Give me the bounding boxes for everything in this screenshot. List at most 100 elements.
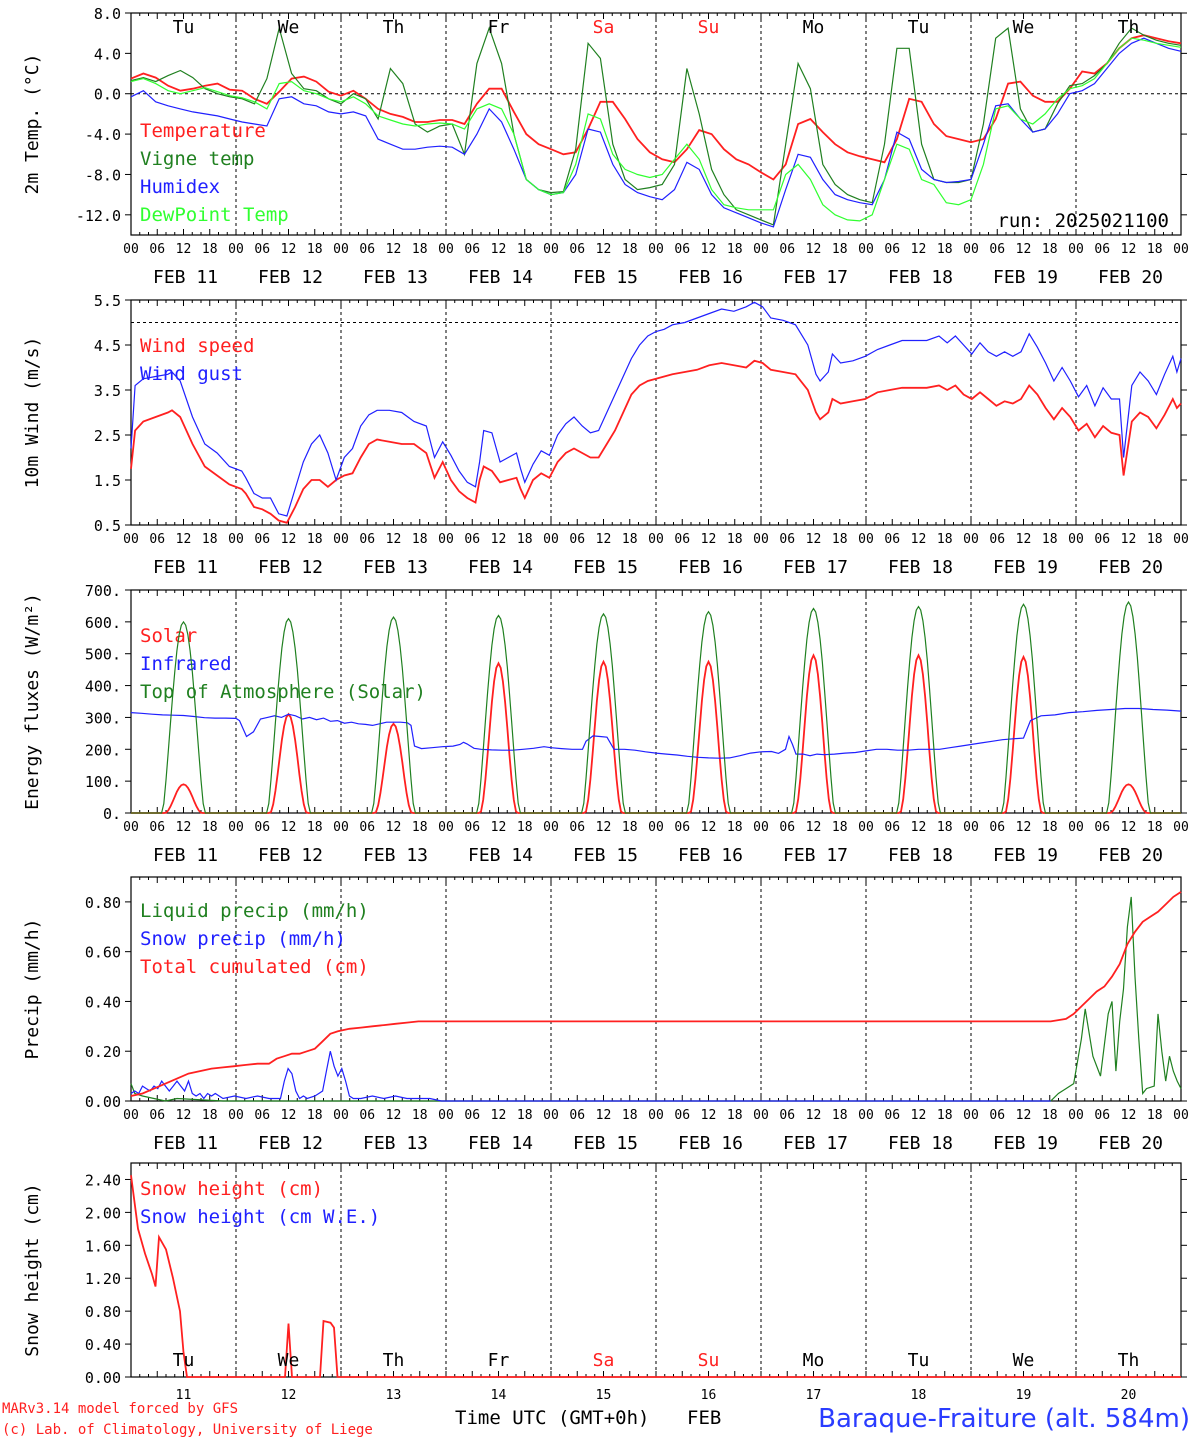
x-date-label: FEB 11 — [153, 845, 218, 866]
x-hour-label: 06 — [149, 1108, 165, 1123]
y-tick-label: 3.5 — [94, 382, 121, 400]
x-hour-label: 06 — [254, 532, 270, 547]
x-date-label: FEB 11 — [153, 557, 218, 578]
x-hour-label: 00 — [858, 820, 874, 835]
x-date-label: FEB 20 — [1098, 845, 1163, 866]
x-hour-label: 06 — [149, 242, 165, 257]
x-hour-label: 00 — [543, 820, 559, 835]
x-hour-label: 12 — [281, 532, 297, 547]
day-number-label: 18 — [911, 1388, 927, 1403]
y-tick-label: 2.5 — [94, 427, 121, 445]
x-hour-label: 00 — [963, 532, 979, 547]
day-number-label: 12 — [281, 1388, 297, 1403]
x-hour-label: 06 — [254, 1108, 270, 1123]
x-hour-label: 06 — [359, 532, 375, 547]
x-hour-label: 12 — [596, 1108, 612, 1123]
y-tick-label: 0.80 — [85, 894, 121, 912]
x-hour-label: 18 — [832, 1108, 848, 1123]
y-tick-label: 0.80 — [85, 1303, 121, 1321]
x-hour-label: 06 — [1094, 532, 1110, 547]
series-line-infrared — [130, 707, 1182, 759]
y-axis-title: 2m Temp. (°C) — [22, 54, 43, 195]
y-tick-label: 400. — [85, 678, 121, 696]
x-hour-label: 12 — [911, 820, 927, 835]
y-tick-label: 0.0 — [94, 86, 121, 104]
y-tick-label: 1.60 — [85, 1237, 121, 1255]
x-date-label: FEB 17 — [783, 557, 848, 578]
x-hour-label: 00 — [858, 1108, 874, 1123]
x-date-label: FEB 14 — [468, 557, 533, 578]
x-hour-label: 00 — [753, 1108, 769, 1123]
x-hour-label: 00 — [648, 532, 664, 547]
x-hour-label: 18 — [202, 1108, 218, 1123]
y-tick-label: 500. — [85, 646, 121, 664]
y-tick-label: 0.00 — [85, 1369, 121, 1387]
x-hour-label: 00 — [1068, 820, 1084, 835]
x-hour-label: 06 — [674, 820, 690, 835]
x-date-label: FEB 15 — [573, 845, 638, 866]
weekday-label-bottom: Th — [1118, 1350, 1140, 1371]
x-hour-label: 18 — [1147, 1108, 1163, 1123]
x-hour-label: 18 — [412, 820, 428, 835]
x-hour-label: 18 — [622, 820, 638, 835]
x-date-label: FEB 13 — [363, 1133, 428, 1154]
x-date-label: FEB 19 — [993, 845, 1058, 866]
y-tick-label: 700. — [85, 582, 121, 600]
y-tick-label: 1.5 — [94, 472, 121, 490]
x-hour-label: 12 — [176, 532, 192, 547]
credit-line-2: (c) Lab. of Climatology, University of L… — [2, 1422, 373, 1438]
x-hour-label: 00 — [1068, 1108, 1084, 1123]
x-date-label: FEB 19 — [993, 267, 1058, 288]
y-tick-label: 2.40 — [85, 1171, 121, 1189]
credit-line-1: MARv3.14 model forced by GFS — [2, 1401, 238, 1417]
x-hour-label: 12 — [596, 242, 612, 257]
x-hour-label: 12 — [911, 532, 927, 547]
x-date-label: FEB 16 — [678, 845, 743, 866]
x-hour-label: 06 — [254, 242, 270, 257]
y-tick-label: 600. — [85, 614, 121, 632]
legend-entry: Wind speed — [140, 335, 254, 357]
x-hour-label: 06 — [569, 1108, 585, 1123]
x-hour-label: 18 — [832, 820, 848, 835]
x-hour-label: 00 — [228, 1108, 244, 1123]
x-hour-label: 06 — [149, 532, 165, 547]
x-hour-label: 12 — [386, 242, 402, 257]
x-date-label: FEB 20 — [1098, 267, 1163, 288]
x-hour-label: 06 — [464, 532, 480, 547]
x-hour-label: 12 — [386, 532, 402, 547]
x-date-label: FEB 16 — [678, 1133, 743, 1154]
x-date-label: FEB 17 — [783, 845, 848, 866]
weekday-label-bottom: Tu — [173, 1350, 195, 1371]
x-hour-label: 12 — [491, 1108, 507, 1123]
weekday-label-top: We — [278, 17, 300, 38]
x-hour-label: 12 — [1121, 532, 1137, 547]
x-hour-label: 00 — [333, 532, 349, 547]
x-hour-label: 12 — [1016, 1108, 1032, 1123]
y-axis-title: Energy fluxes (W/m²) — [22, 593, 43, 810]
y-axis-title: Snow height (cm) — [22, 1183, 43, 1356]
x-hour-label: 00 — [753, 242, 769, 257]
x-date-label: FEB 16 — [678, 557, 743, 578]
x-hour-label: 06 — [779, 242, 795, 257]
x-hour-label: 00 — [333, 820, 349, 835]
station-name: Baraque-Fraiture (alt. 584m) — [818, 1404, 1190, 1434]
x-hour-label: 00 — [753, 820, 769, 835]
x-hour-label: 12 — [806, 242, 822, 257]
x-hour-label: 06 — [359, 820, 375, 835]
y-tick-label: 0.40 — [85, 1336, 121, 1354]
series-line-temperature — [130, 34, 1182, 181]
x-date-label: FEB 11 — [153, 267, 218, 288]
x-hour-label: 18 — [832, 532, 848, 547]
x-hour-label: 12 — [596, 820, 612, 835]
y-tick-label: 4.5 — [94, 337, 121, 355]
legend-entry: Vigne temp — [140, 148, 254, 170]
x-hour-label: 18 — [307, 242, 323, 257]
x-hour-label: 12 — [491, 820, 507, 835]
x-hour-label: 00 — [543, 532, 559, 547]
x-hour-label: 06 — [674, 532, 690, 547]
x-hour-label: 06 — [989, 532, 1005, 547]
x-hour-label: 00 — [543, 242, 559, 257]
x-hour-label: 12 — [386, 1108, 402, 1123]
x-hour-label: 12 — [176, 820, 192, 835]
x-hour-label: 06 — [779, 532, 795, 547]
